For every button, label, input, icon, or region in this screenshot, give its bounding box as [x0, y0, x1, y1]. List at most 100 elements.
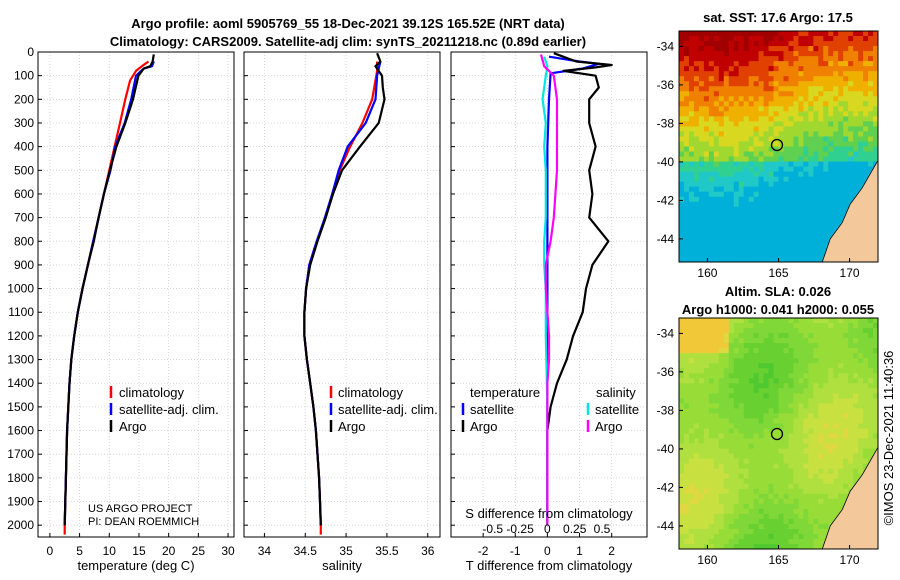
map-pixel — [818, 131, 824, 137]
map-pixel — [708, 353, 715, 359]
map-pixel — [738, 231, 745, 238]
map-pixel — [698, 111, 705, 117]
map-pixel — [723, 36, 730, 42]
map-pixel — [833, 418, 839, 424]
map-pixel — [763, 156, 770, 163]
y-tick-label: -44 — [657, 519, 675, 533]
map-pixel — [758, 236, 765, 243]
map-pixel — [683, 241, 690, 248]
map-pixel — [823, 408, 829, 414]
map-pixel — [743, 136, 750, 142]
difference-panel: -2 -1 0 1 2 temperature satellite Argo salin… — [450, 51, 648, 573]
map-pixel — [698, 533, 705, 540]
map-pixel — [778, 161, 784, 168]
map-pixel — [763, 413, 770, 419]
map-pixel — [768, 378, 775, 384]
map-pixel — [783, 236, 789, 243]
map-pixel — [798, 493, 804, 500]
map-pixel — [683, 126, 690, 132]
map-pixel — [768, 388, 775, 394]
map-pixel — [693, 156, 700, 163]
map-pixel — [798, 61, 804, 67]
map-pixel — [808, 508, 814, 515]
map-pixel — [788, 111, 794, 117]
map-pixel — [708, 181, 715, 188]
map-pixel — [728, 358, 735, 364]
map-pixel — [718, 201, 725, 208]
map-pixel — [693, 378, 700, 384]
map-pixel — [803, 428, 809, 434]
map-pixel — [738, 46, 745, 52]
map-pixel — [693, 81, 700, 87]
map-pixel — [853, 448, 859, 455]
map-pixel — [748, 508, 755, 515]
map-pixel — [713, 181, 720, 188]
map-pixel — [848, 353, 854, 359]
map-pixel — [688, 46, 695, 52]
map-pixel — [858, 106, 864, 112]
map-pixel — [703, 438, 710, 445]
map-pixel — [733, 323, 740, 329]
map-pixel — [688, 91, 695, 97]
map-pixel — [763, 388, 770, 394]
argo-location-marker — [770, 138, 784, 152]
map-pixel — [823, 51, 829, 57]
map-pixel — [778, 383, 784, 389]
map-pixel — [698, 216, 705, 223]
map-pixel — [808, 448, 814, 455]
map-pixel — [688, 458, 695, 465]
map-pixel — [798, 186, 804, 193]
map-pixel — [748, 191, 755, 198]
map-pixel — [838, 176, 844, 183]
map-pixel — [748, 36, 755, 42]
map-pixel — [753, 513, 760, 520]
map-pixel — [823, 166, 829, 173]
map-pixel — [738, 363, 745, 369]
map-pixel — [743, 468, 750, 475]
map-pixel — [813, 226, 819, 233]
map-pixel — [813, 363, 819, 369]
map-pixel — [858, 71, 864, 77]
map-pixel — [713, 51, 720, 57]
map-pixel — [783, 141, 789, 147]
map-pixel — [753, 503, 760, 510]
map-pixel — [858, 383, 864, 389]
map-pixel — [758, 81, 765, 87]
map-pixel — [768, 181, 775, 188]
map-pixel — [768, 348, 775, 354]
map-pixel — [863, 358, 869, 364]
map-pixel — [708, 46, 715, 52]
map-pixel — [738, 51, 745, 57]
map-pixel — [853, 423, 859, 429]
map-pixel — [813, 66, 819, 72]
map-pixel — [713, 256, 720, 262]
map-pixel — [758, 498, 765, 505]
map-pixel — [683, 206, 690, 213]
map-pixel — [728, 373, 735, 379]
map-pixel — [733, 423, 740, 429]
map-pixel — [723, 81, 730, 87]
map-pixel — [828, 56, 834, 62]
map-pixel — [718, 438, 725, 445]
map-pixel — [828, 408, 834, 414]
map-pixel — [823, 363, 829, 369]
map-pixel — [803, 226, 809, 233]
map-pixel — [723, 503, 730, 510]
map-pixel — [773, 241, 779, 248]
map-pixel — [713, 31, 720, 37]
map-pixel — [733, 61, 740, 67]
map-pixel — [768, 241, 775, 248]
map-pixel — [823, 463, 829, 470]
map-pixel — [863, 81, 869, 87]
map-pixel — [773, 538, 779, 545]
map-pixel — [703, 111, 710, 117]
map-pixel — [818, 96, 824, 102]
map-pixel — [863, 36, 869, 42]
map-pixel — [688, 201, 695, 208]
map-pixel — [688, 41, 695, 47]
map-pixel — [823, 131, 829, 137]
map-pixel — [743, 36, 750, 42]
map-pixel — [818, 211, 824, 218]
map-pixel — [753, 358, 760, 364]
map-pixel — [733, 458, 740, 465]
